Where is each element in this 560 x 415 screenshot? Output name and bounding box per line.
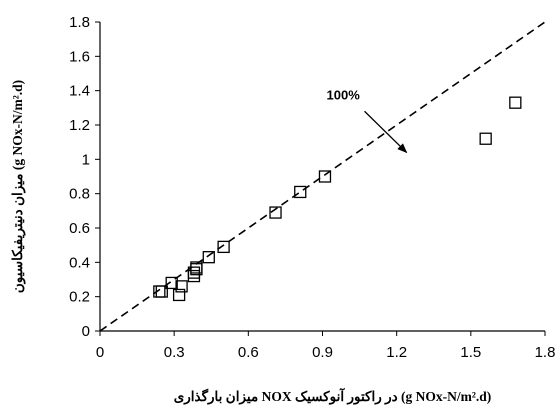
annotation-label: 100% [327, 87, 361, 102]
x-tick-label: 1.5 [460, 344, 481, 361]
y-tick-label: 1.6 [69, 48, 90, 65]
data-point [294, 185, 307, 199]
axis-labels: میزان بارگذاری NOX در راکتور آنوکسیک (g … [10, 80, 491, 405]
y-tick-label: 0.2 [69, 289, 90, 306]
data-point [479, 132, 492, 145]
y-tick-label: 0.4 [69, 254, 90, 271]
y-tick-label: 0.8 [69, 186, 90, 203]
data-point [269, 206, 282, 219]
x-tick-label: 1.2 [386, 344, 407, 361]
y-axis-title: میزان دنیتریفیکاسیون (g NOx-N/m².d) [10, 80, 26, 293]
data-point [509, 96, 522, 109]
x-tick-label: 0.9 [312, 344, 333, 361]
y-tick-label: 1.4 [69, 83, 90, 100]
data-point [318, 170, 332, 183]
x-tick-label: 0.3 [164, 344, 185, 361]
data-point [190, 261, 203, 274]
y-tick-label: 0 [82, 323, 90, 340]
data-point [172, 288, 186, 302]
data-point [155, 285, 168, 298]
data-point [165, 276, 178, 290]
y-tick-label: 1 [82, 151, 90, 168]
axes: 0 0.2 0.4 0.6 0.8 1 1.2 1.4 1.6 1.8 0 0.3 0.6 0.9 1.2 1… [69, 14, 555, 361]
data-point [175, 280, 188, 293]
annotation-arrow [364, 110, 408, 154]
y-tick-label: 1.2 [69, 117, 90, 134]
x-tick-label: 1.8 [535, 344, 556, 361]
y-tick-label: 1.8 [69, 14, 90, 31]
data-point [217, 240, 230, 254]
x-tick-label: 0 [96, 344, 104, 361]
data-point [202, 251, 215, 264]
x-axis-title: میزان بارگذاری NOX در راکتور آنوکسیک (g … [174, 387, 492, 405]
y-tick-label: 0.6 [69, 220, 90, 237]
data-point [187, 269, 201, 283]
data-points [153, 96, 522, 302]
annotation-layer: 100% [327, 87, 408, 154]
x-tick-label: 0.6 [238, 344, 259, 361]
